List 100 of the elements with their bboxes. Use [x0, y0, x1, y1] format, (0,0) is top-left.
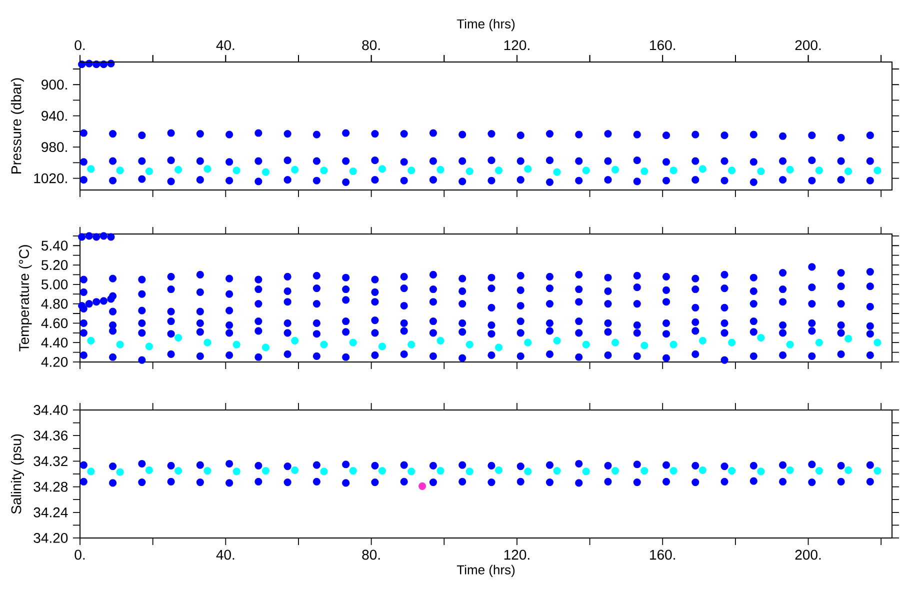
point	[312, 176, 320, 184]
point	[312, 319, 320, 327]
y-tick-label: 900.	[42, 80, 67, 90]
point	[436, 166, 444, 174]
point	[750, 317, 758, 326]
point	[670, 166, 678, 174]
point	[80, 461, 88, 469]
point	[662, 176, 670, 184]
y-tick-label: 980.	[42, 142, 67, 152]
point	[342, 129, 350, 137]
point	[284, 478, 292, 486]
point	[808, 156, 816, 164]
point	[728, 338, 736, 346]
point	[488, 130, 496, 138]
point	[167, 478, 175, 486]
point	[750, 328, 758, 336]
x-tick-label: 0.	[74, 550, 85, 560]
point	[494, 344, 503, 352]
point	[371, 288, 379, 296]
point	[466, 340, 474, 348]
point	[778, 176, 787, 184]
point	[633, 156, 641, 164]
point	[488, 284, 496, 292]
point	[692, 176, 700, 184]
point	[458, 319, 466, 327]
point	[284, 319, 292, 327]
point	[342, 157, 350, 165]
point	[342, 296, 350, 304]
x2-tick-label: 80.	[362, 40, 380, 50]
point	[408, 166, 416, 174]
x2-tick-label: 160.	[650, 40, 675, 50]
point	[371, 130, 379, 138]
point	[284, 350, 292, 358]
point	[226, 290, 234, 298]
point	[808, 352, 816, 360]
point	[604, 462, 612, 470]
point	[604, 300, 612, 308]
point	[116, 340, 124, 348]
point	[254, 276, 262, 284]
y-tick-label: 5.20	[41, 260, 68, 270]
point	[582, 340, 590, 348]
point	[226, 176, 234, 184]
x-tick-label: 40.	[216, 550, 234, 560]
point	[837, 321, 845, 329]
y-axis-title: Temperature (°C)	[18, 245, 32, 352]
point	[604, 478, 612, 486]
point	[546, 461, 554, 469]
y-tick-label: 4.40	[41, 338, 68, 348]
point	[837, 157, 845, 165]
point	[284, 462, 292, 470]
point	[196, 157, 204, 165]
point	[750, 130, 758, 138]
point	[692, 318, 700, 326]
point	[633, 272, 641, 280]
point	[524, 165, 532, 173]
x2-tick-label: 120.	[504, 40, 530, 50]
point	[692, 304, 700, 312]
point	[196, 270, 204, 279]
point	[662, 272, 670, 280]
x2-tick-label: 200.	[795, 40, 821, 50]
point	[312, 300, 320, 308]
point	[553, 466, 561, 475]
point	[524, 468, 532, 476]
y-tick-label: 5.40	[41, 240, 68, 251]
point	[284, 329, 292, 337]
point	[844, 334, 852, 343]
point	[254, 478, 262, 486]
point	[633, 352, 641, 360]
point	[546, 327, 554, 335]
point	[866, 157, 874, 165]
point	[429, 317, 438, 326]
point	[575, 460, 583, 468]
y-tick-label: 4.20	[41, 357, 68, 367]
point	[371, 316, 379, 324]
point	[312, 284, 320, 292]
point	[138, 157, 146, 165]
point	[80, 129, 88, 137]
point	[196, 176, 204, 184]
point	[662, 286, 670, 294]
point	[640, 466, 648, 475]
point	[312, 272, 320, 280]
point	[488, 176, 496, 184]
point	[342, 460, 350, 468]
point	[262, 168, 270, 176]
point	[226, 306, 234, 314]
point	[778, 461, 787, 469]
point	[254, 317, 262, 326]
point	[458, 300, 466, 308]
point	[429, 462, 438, 470]
point	[866, 302, 874, 311]
point	[320, 166, 328, 174]
point	[866, 176, 874, 184]
point	[604, 287, 612, 295]
point	[429, 329, 438, 337]
point	[232, 166, 240, 174]
point	[808, 300, 816, 308]
point	[692, 274, 700, 282]
point	[371, 298, 379, 306]
point	[312, 157, 320, 165]
point	[371, 462, 379, 470]
